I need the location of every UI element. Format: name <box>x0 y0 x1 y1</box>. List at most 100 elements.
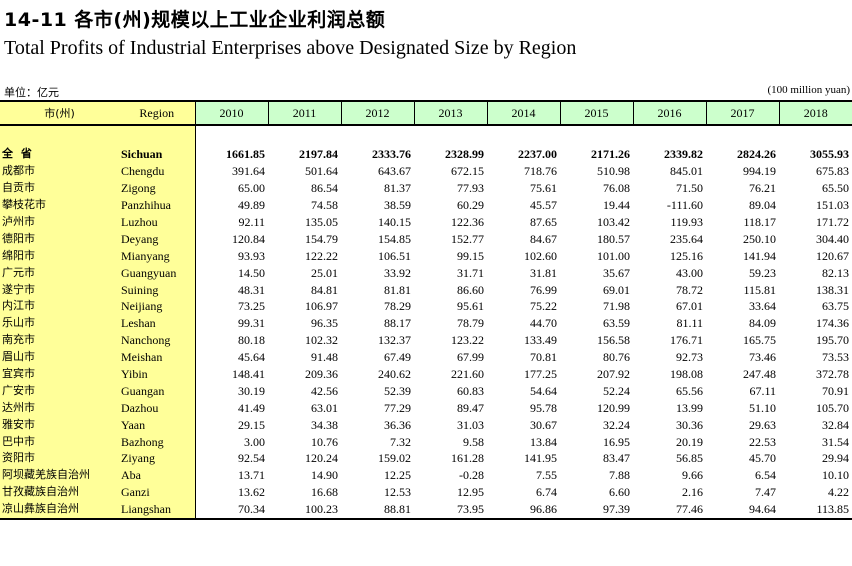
value-cell: 994.19 <box>743 164 776 179</box>
header-year: 2018 <box>778 100 852 126</box>
value-cell: 3055.93 <box>810 147 849 162</box>
value-cell: 13.99 <box>676 400 703 415</box>
value-cell: 30.36 <box>676 417 703 432</box>
value-cell: -0.28 <box>459 468 484 483</box>
value-cell: 65.50 <box>822 181 849 196</box>
value-cell: 510.98 <box>597 164 630 179</box>
value-cell: 34.38 <box>311 417 338 432</box>
value-cell: 29.15 <box>238 417 265 432</box>
header-region: Region <box>119 100 195 126</box>
value-cell: 10.10 <box>822 468 849 483</box>
value-cell: 65.56 <box>676 383 703 398</box>
value-cell: 41.49 <box>238 400 265 415</box>
value-cell: 80.18 <box>238 333 265 348</box>
value-cell: 95.61 <box>457 299 484 314</box>
value-cell: 135.05 <box>305 215 338 229</box>
value-cell: 250.10 <box>743 231 776 246</box>
table-row: 德阳市 Deyang 120.84 154.79 154.85 152.77 84.67 18… <box>0 230 852 248</box>
value-cell: 20.19 <box>676 434 703 449</box>
value-cell: 119.93 <box>670 215 703 229</box>
value-cell: 159.02 <box>378 451 411 466</box>
value-cell: 67.99 <box>457 350 484 365</box>
header-year: 2013 <box>413 100 487 126</box>
region-name-en: Ziyang <box>119 450 196 467</box>
value-cell: 73.46 <box>749 350 776 365</box>
value-cell: 48.31 <box>238 282 265 297</box>
value-cell: 304.40 <box>816 231 849 246</box>
value-cell: 33.92 <box>384 265 411 280</box>
value-cell: 2824.26 <box>737 147 776 162</box>
value-cell: 3.00 <box>244 434 265 449</box>
value-cell: 4.22 <box>828 485 849 500</box>
region-name-zh: 眉山市 <box>0 348 119 366</box>
value-cell: 31.71 <box>457 265 484 280</box>
value-cell: 32.24 <box>603 417 630 432</box>
value-cell: 113.85 <box>779 500 852 520</box>
region-name-en: Yibin <box>119 365 196 383</box>
value-cell: 12.95 <box>457 485 484 500</box>
value-cell: 154.79 <box>305 231 338 246</box>
value-cell: 207.92 <box>597 367 630 382</box>
value-cell: 86.54 <box>311 181 338 196</box>
value-cell: 30.19 <box>238 383 265 398</box>
value-cell: 67.01 <box>676 299 703 314</box>
value-cell: 6.54 <box>755 468 776 483</box>
value-cell: 60.29 <box>457 198 484 213</box>
region-name-en: Bazhong <box>119 433 196 451</box>
value-cell: 372.78 <box>816 367 849 382</box>
value-cell: 501.64 <box>305 164 338 179</box>
value-cell: 65.00 <box>238 181 265 196</box>
value-cell: 1661.85 <box>226 147 265 162</box>
value-cell: 13.62 <box>238 485 265 500</box>
table-row: 凉山彝族自治州 Liangshan 70.34 100.23 88.81 73.95 96.… <box>0 500 852 520</box>
value-cell: 78.79 <box>457 316 484 331</box>
region-name-zh: 遂宁市 <box>0 281 119 299</box>
region-name-en: Neijiang <box>119 298 196 315</box>
value-cell: 6.60 <box>609 485 630 500</box>
value-cell: 56.85 <box>676 451 703 466</box>
value-cell: 174.36 <box>816 316 849 331</box>
value-cell: 235.64 <box>670 231 703 246</box>
table-row: 达州市 Dazhou 41.49 63.01 77.29 89.47 95.78 120.99… <box>0 399 852 417</box>
value-cell: -111.60 <box>666 198 703 213</box>
region-name-en: Aba <box>119 466 196 484</box>
value-cell: 161.28 <box>451 451 484 466</box>
value-cell: 133.49 <box>524 333 557 348</box>
region-name-en: Suining <box>119 281 196 299</box>
value-cell: 177.25 <box>524 367 557 382</box>
value-cell: 2171.26 <box>591 147 630 162</box>
value-cell: 70.81 <box>530 350 557 365</box>
page-title-chinese: 14-11 各市(州)规模以上工业企业利润总额 <box>4 9 386 31</box>
value-cell: 88.81 <box>341 500 414 520</box>
value-cell: 2333.76 <box>372 147 411 162</box>
table-row: 眉山市 Meishan 45.64 91.48 67.49 67.99 70.81 80.76… <box>0 348 852 366</box>
region-name-en: Guangyuan <box>119 264 196 282</box>
value-cell: 165.75 <box>743 333 776 348</box>
value-cell: 84.67 <box>530 231 557 246</box>
value-cell: 73.25 <box>238 299 265 314</box>
value-cell: 101.00 <box>597 248 630 263</box>
table-row: 巴中市 Bazhong 3.00 10.76 7.32 9.58 13.84 16.95 20.… <box>0 433 852 451</box>
value-cell: 45.57 <box>530 198 557 213</box>
value-cell: 7.88 <box>609 468 630 483</box>
value-cell: 44.70 <box>530 316 557 331</box>
region-name-en: Dazhou <box>119 399 196 417</box>
region-name-en: Meishan <box>119 348 196 366</box>
value-cell: 75.61 <box>530 181 557 196</box>
value-cell: 672.15 <box>451 164 484 179</box>
value-cell: 154.85 <box>378 231 411 246</box>
table-row: 自贡市 Zigong 65.00 86.54 81.37 77.93 75.61 76.08 7… <box>0 179 852 197</box>
value-cell: 91.48 <box>311 350 338 365</box>
value-cell: 71.50 <box>676 181 703 196</box>
region-name-zh: 全 省 <box>0 146 119 163</box>
region-name-en: Sichuan <box>119 146 196 163</box>
value-cell: 31.54 <box>822 434 849 449</box>
value-cell: 198.08 <box>670 367 703 382</box>
value-cell: 106.97 <box>305 299 338 314</box>
value-cell: 35.67 <box>603 265 630 280</box>
value-cell: 247.48 <box>743 367 776 382</box>
header-year: 2017 <box>705 100 779 126</box>
value-cell: 63.59 <box>603 316 630 331</box>
value-cell: 391.64 <box>232 164 265 179</box>
value-cell: 73.95 <box>414 500 487 520</box>
